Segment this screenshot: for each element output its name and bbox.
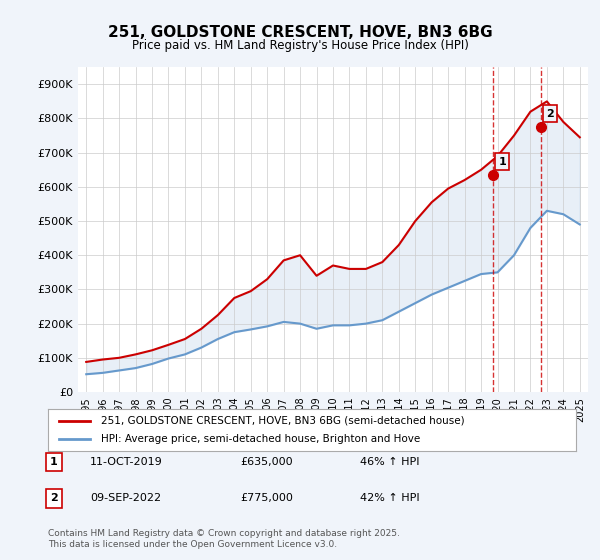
Text: 2: 2: [50, 493, 58, 503]
Text: Price paid vs. HM Land Registry's House Price Index (HPI): Price paid vs. HM Land Registry's House …: [131, 39, 469, 52]
Text: 1: 1: [499, 157, 506, 167]
Text: 11-OCT-2019: 11-OCT-2019: [90, 457, 163, 467]
Text: 09-SEP-2022: 09-SEP-2022: [90, 493, 161, 503]
Text: £635,000: £635,000: [240, 457, 293, 467]
Text: 2: 2: [547, 109, 554, 119]
Text: HPI: Average price, semi-detached house, Brighton and Hove: HPI: Average price, semi-detached house,…: [101, 434, 420, 444]
Text: 42% ↑ HPI: 42% ↑ HPI: [360, 493, 419, 503]
Text: 251, GOLDSTONE CRESCENT, HOVE, BN3 6BG (semi-detached house): 251, GOLDSTONE CRESCENT, HOVE, BN3 6BG (…: [101, 416, 464, 426]
Text: Contains HM Land Registry data © Crown copyright and database right 2025.
This d: Contains HM Land Registry data © Crown c…: [48, 529, 400, 549]
Text: 1: 1: [50, 457, 58, 467]
Text: £775,000: £775,000: [240, 493, 293, 503]
Text: 251, GOLDSTONE CRESCENT, HOVE, BN3 6BG: 251, GOLDSTONE CRESCENT, HOVE, BN3 6BG: [107, 25, 493, 40]
Text: 46% ↑ HPI: 46% ↑ HPI: [360, 457, 419, 467]
